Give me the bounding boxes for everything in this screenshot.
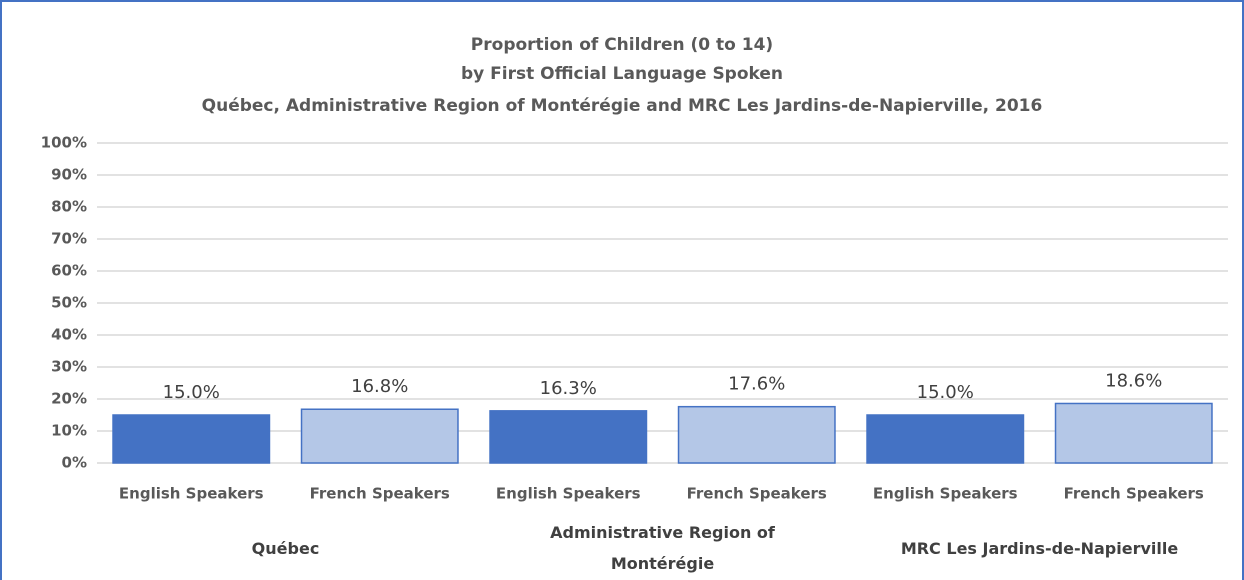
bar [489, 410, 648, 464]
value-label: 17.6% [728, 374, 785, 395]
y-tick-label: 40% [51, 326, 87, 344]
value-label: 15.0% [917, 382, 974, 403]
value-label: 15.0% [163, 382, 220, 403]
chart-title: by First Official Language Spoken [461, 64, 783, 84]
x-tick-label: English Speakers [873, 485, 1018, 503]
group-label: MRC Les Jardins-de-Napierville [900, 538, 1179, 558]
group-label: Administrative Region of Montérégie [550, 523, 775, 573]
y-tick-label: 100% [41, 134, 87, 152]
x-tick-label: English Speakers [496, 485, 641, 503]
chart-title: Proportion of Children (0 to 14) [471, 35, 773, 55]
bar [112, 414, 271, 464]
x-tick-label: French Speakers [687, 485, 827, 503]
y-tick-label: 90% [51, 166, 87, 184]
value-label: 18.6% [1105, 370, 1162, 391]
x-tick-label: English Speakers [119, 485, 264, 503]
y-tick-label: 80% [51, 198, 87, 216]
y-tick-label: 30% [51, 358, 87, 376]
chart-title: Québec, Administrative Region of Montéré… [202, 96, 1043, 116]
bar [677, 405, 836, 464]
x-tick-label: French Speakers [310, 485, 450, 503]
y-tick-label: 0% [62, 454, 87, 472]
value-label: 16.8% [351, 376, 408, 397]
bar [1054, 402, 1213, 464]
y-tick-label: 10% [51, 422, 87, 440]
bar [300, 408, 459, 464]
x-tick-label: French Speakers [1064, 485, 1204, 503]
bar [866, 414, 1025, 464]
value-label: 16.3% [540, 378, 597, 399]
y-tick-label: 60% [51, 262, 87, 280]
y-tick-label: 50% [51, 294, 87, 312]
y-tick-label: 70% [51, 230, 87, 248]
y-tick-label: 20% [51, 390, 87, 408]
group-label: Québec [251, 538, 320, 558]
